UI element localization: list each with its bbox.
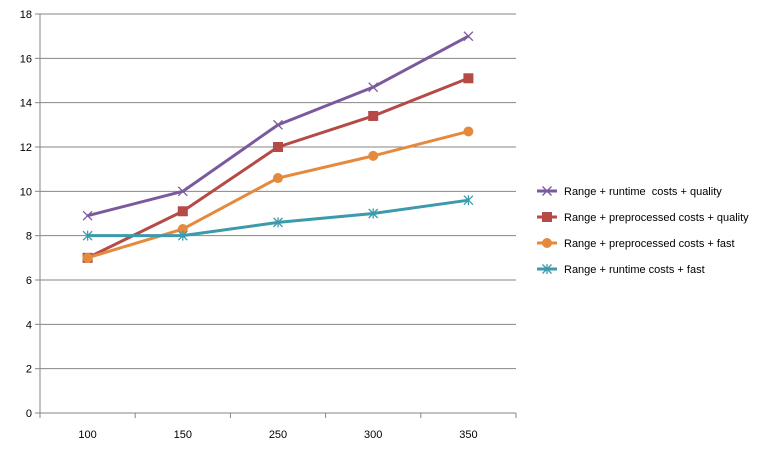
gridlines: [40, 13, 516, 370]
series-line: [87, 34, 470, 218]
y-tick-label: 8: [26, 231, 32, 243]
data-point: [82, 230, 93, 241]
series-4: [82, 195, 474, 241]
y-tick-label: 18: [20, 9, 32, 21]
y-tick-label: 10: [20, 186, 32, 198]
legend-item: Range + runtime costs + quality: [537, 186, 722, 198]
data-point: [463, 126, 474, 137]
legend-label: Range + runtime costs + fast: [564, 264, 705, 276]
y-tick-label: 6: [26, 275, 32, 287]
data-point: [463, 31, 474, 42]
data-point: [463, 73, 474, 84]
data-point: [82, 210, 93, 221]
x-tick-label: 350: [459, 429, 477, 441]
y-tick-label: 14: [20, 98, 32, 110]
data-point: [177, 206, 188, 217]
data-point: [177, 230, 188, 241]
x-tick-label: 250: [269, 429, 287, 441]
data-point: [463, 195, 474, 206]
data-point: [273, 142, 283, 152]
legend-marker: [542, 238, 552, 248]
axes: 0 2 4 6 8 10 12 14 16 18 100 150 250 300 350: [20, 9, 517, 441]
y-tick-label: 0: [26, 408, 32, 420]
series-2: [82, 73, 474, 263]
x-tick-label: 150: [174, 429, 192, 441]
y-tick-label: 4: [26, 319, 32, 331]
series-line: [86, 76, 469, 260]
series-3: [82, 126, 474, 263]
data-point: [273, 173, 283, 184]
data-point: [177, 186, 188, 197]
legend-label: Range + runtime costs + quality: [564, 186, 722, 198]
data-point: [368, 208, 379, 219]
data-point: [368, 150, 379, 161]
legend-marker: [542, 212, 552, 222]
data-point: [368, 82, 379, 93]
legend-item: Range + runtime costs + fast: [537, 264, 705, 276]
data-point: [368, 110, 379, 121]
legend-label: Range + preprocessed costs + fast: [564, 238, 735, 250]
series-lines: [82, 31, 474, 263]
series-1: [82, 31, 474, 221]
x-tick-label: 100: [78, 429, 96, 441]
legend-item: Range + preprocessed costs + quality: [537, 212, 749, 224]
data-point: [273, 217, 283, 228]
legend-marker: [542, 264, 552, 274]
y-tick-label: 2: [26, 364, 32, 376]
data-point: [273, 119, 283, 130]
y-tick-label: 16: [20, 53, 32, 65]
x-tick-label: 300: [364, 429, 382, 441]
legend-marker: [542, 186, 552, 196]
data-point: [82, 252, 93, 263]
legend-item: Range + preprocessed costs + fast: [537, 238, 735, 250]
y-tick-label: 12: [20, 142, 32, 154]
legend-label: Range + preprocessed costs + quality: [564, 212, 749, 224]
legend: Range + runtime costs + quality Range + p…: [537, 186, 749, 276]
